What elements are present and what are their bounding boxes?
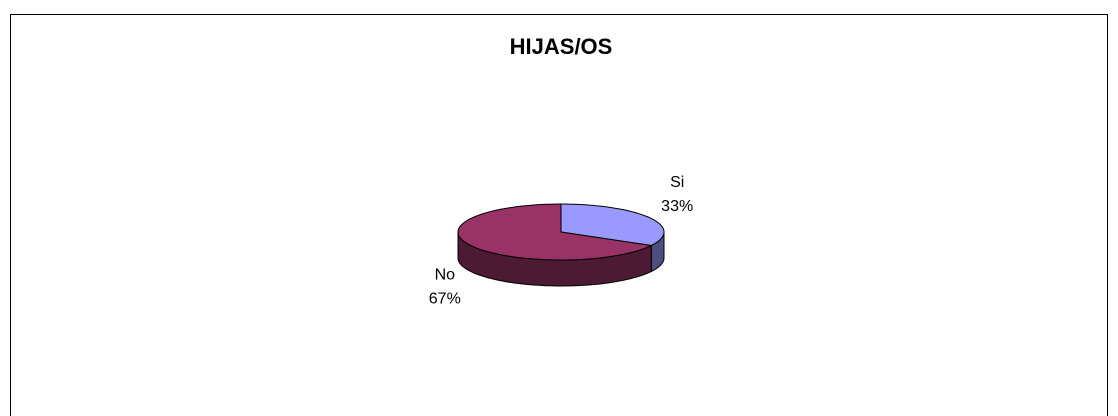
slice-value-label: 33% (661, 198, 693, 215)
slice-label: No (435, 266, 456, 283)
chart-title: HIJAS/OS (510, 34, 613, 59)
pie-slice (457, 203, 654, 261)
slice-value-label: 67% (429, 290, 461, 307)
pie-slice (560, 203, 665, 247)
slice-label: Si (670, 174, 684, 191)
